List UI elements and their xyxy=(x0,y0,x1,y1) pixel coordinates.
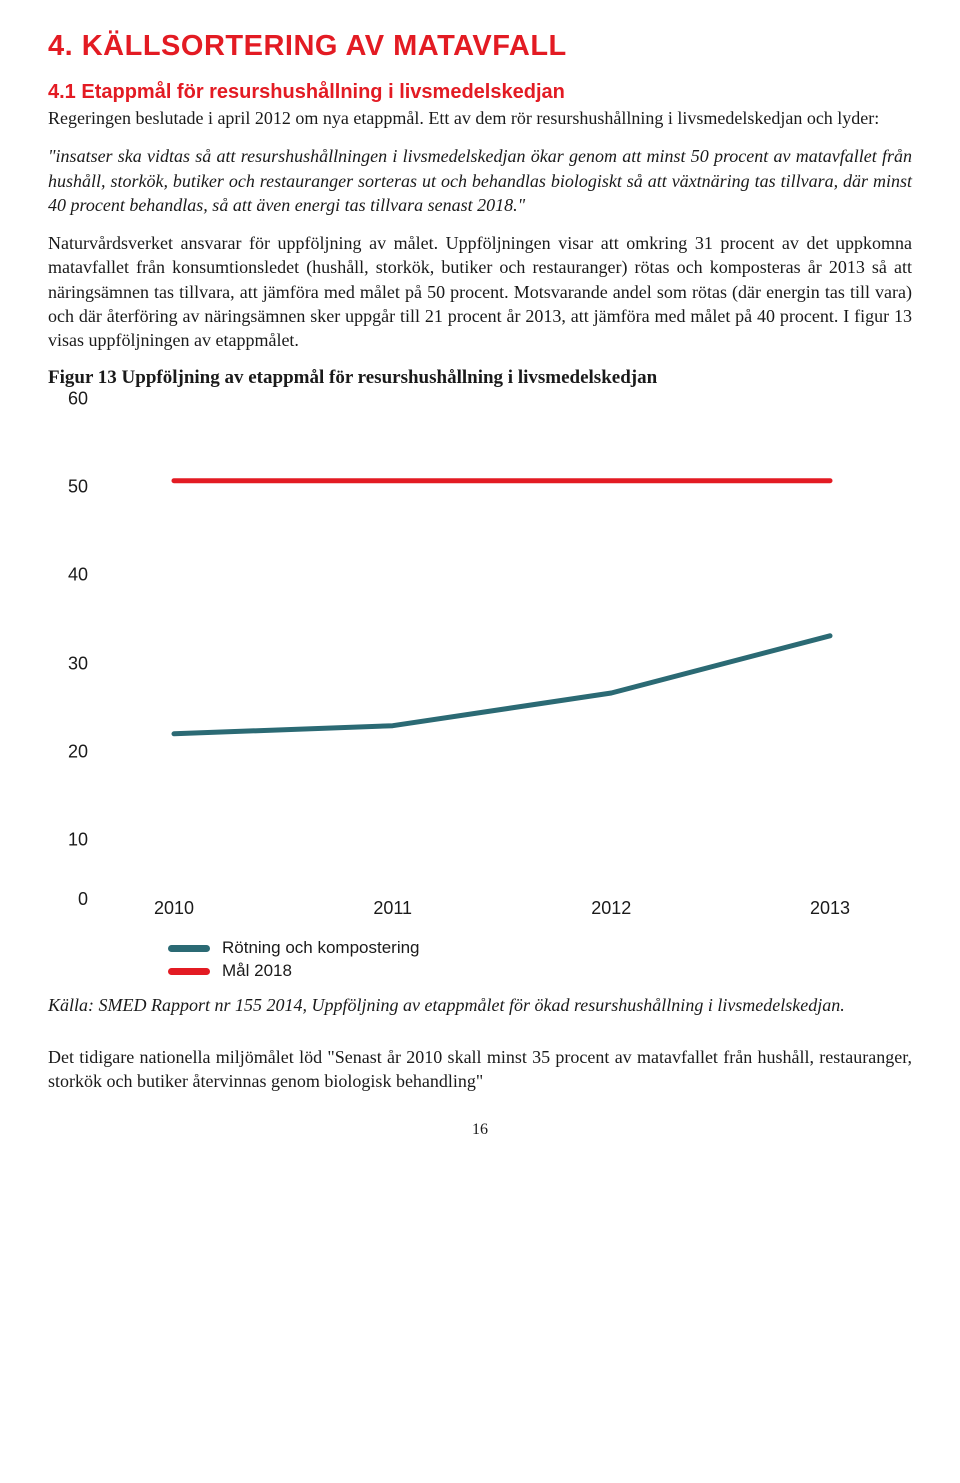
y-tick-label: 40 xyxy=(48,565,88,586)
y-tick-label: 20 xyxy=(48,742,88,763)
line-chart: 60 50 40 30 20 10 0 2010 2011 2012 2013 xyxy=(48,399,912,929)
page-number: 16 xyxy=(48,1121,912,1139)
x-tick-label: 2012 xyxy=(591,898,631,919)
legend-label: Rötning och kompostering xyxy=(222,937,420,960)
y-tick-label: 30 xyxy=(48,653,88,674)
x-tick-label: 2013 xyxy=(810,898,850,919)
chart-series-line xyxy=(174,635,830,733)
subsection-heading: 4.1 Etappmål för resurshushållning i liv… xyxy=(48,81,912,104)
chart-legend: Rötning och kompostering Mål 2018 xyxy=(168,937,912,983)
y-tick-label: 60 xyxy=(48,388,88,409)
figure-source: Källa: SMED Rapport nr 155 2014, Uppfölj… xyxy=(48,993,912,1017)
intro-paragraph: Regeringen beslutade i april 2012 om nya… xyxy=(48,106,912,130)
x-tick-label: 2011 xyxy=(373,898,412,919)
plot-area xyxy=(92,399,912,889)
section-heading: 4. KÄLLSORTERING AV MATAVFALL xyxy=(48,30,912,63)
quote-paragraph: "insatser ska vidtas så att resurshushål… xyxy=(48,144,912,217)
legend-swatch-icon xyxy=(168,945,210,952)
legend-label: Mål 2018 xyxy=(222,960,292,983)
body-paragraph-3: Det tidigare nationella miljömålet löd "… xyxy=(48,1045,912,1094)
chart-svg xyxy=(92,399,912,889)
legend-item: Mål 2018 xyxy=(168,960,912,983)
y-tick-label: 0 xyxy=(48,889,88,910)
y-tick-label: 50 xyxy=(48,477,88,498)
legend-swatch-icon xyxy=(168,968,210,975)
figure-title: Figur 13 Uppföljning av etappmål för res… xyxy=(48,367,912,389)
legend-item: Rötning och kompostering xyxy=(168,937,912,960)
y-tick-label: 10 xyxy=(48,830,88,851)
body-paragraph-2: Naturvårdsverket ansvarar för uppföljnin… xyxy=(48,231,912,352)
x-tick-label: 2010 xyxy=(154,898,194,919)
